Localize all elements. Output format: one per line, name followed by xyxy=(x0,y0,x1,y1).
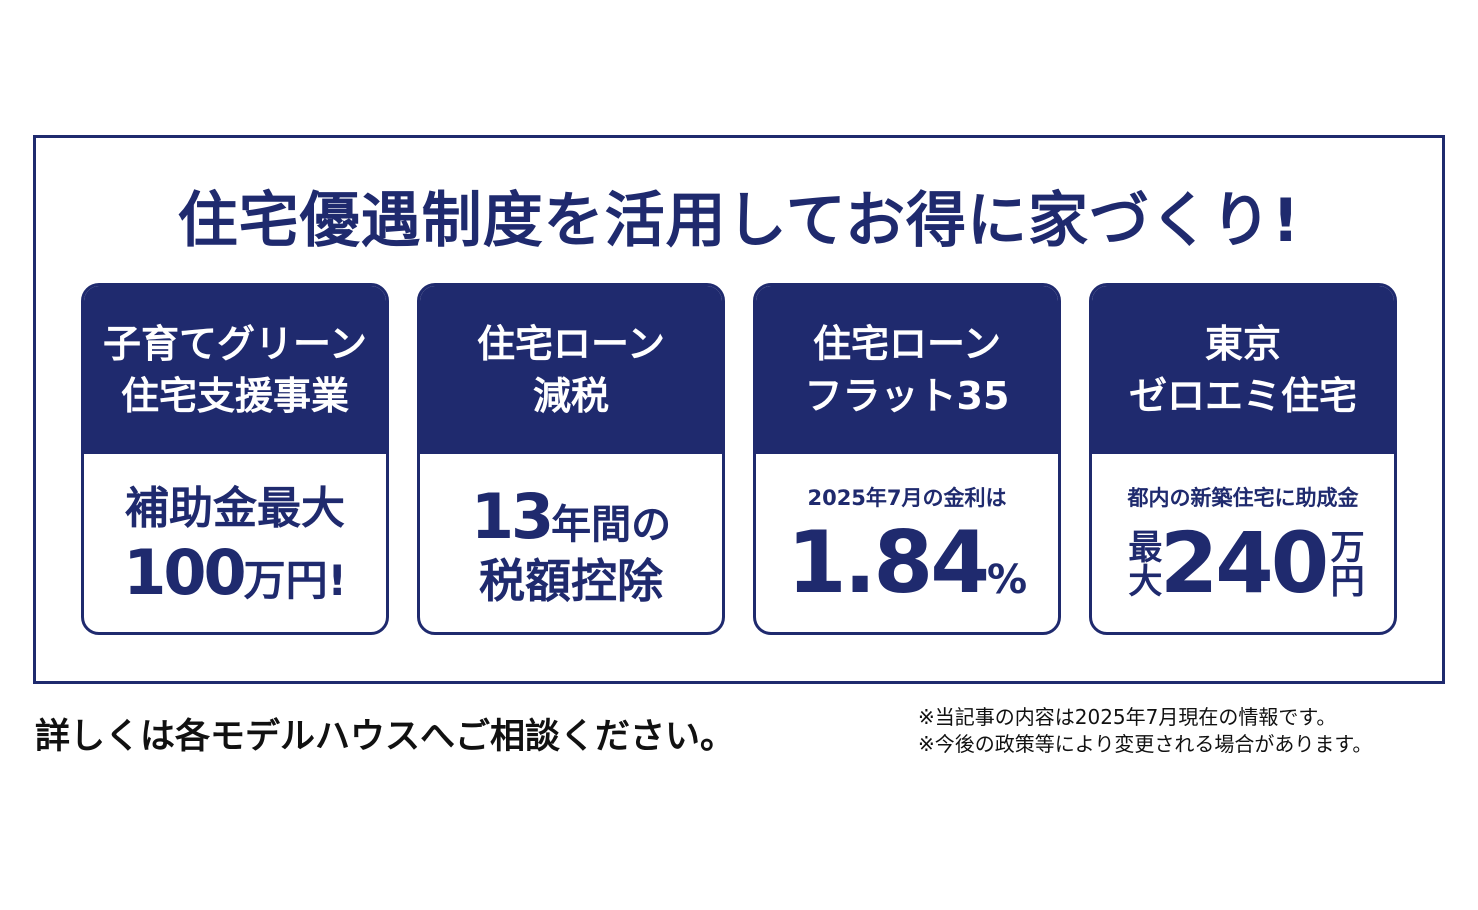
number: 13 xyxy=(470,479,554,553)
frame xyxy=(33,135,1445,684)
header-line: フラット35 xyxy=(804,374,1010,418)
card-header: 子育てグリーン 住宅支援事業 xyxy=(84,286,386,454)
unit: % xyxy=(987,556,1028,603)
card-header: 東京 ゼロエミ住宅 xyxy=(1092,286,1394,454)
title: 住宅優遇制度を活用してお得に家づくり! xyxy=(177,186,1301,256)
number: 1.84 xyxy=(786,512,990,613)
card: 子育てグリーン 住宅支援事業 補助金最大 100 万円! xyxy=(81,283,389,635)
header-line: 子育てグリーン xyxy=(102,322,368,366)
header-line: 住宅支援事業 xyxy=(120,374,349,418)
unit: 万円! xyxy=(243,555,347,605)
header-line: 東京 xyxy=(1204,322,1281,366)
card-header: 住宅ローンフラット35 xyxy=(756,286,1058,454)
card-header: 住宅ローン 減税 xyxy=(420,286,722,454)
card-body: 都内の新築住宅に助成金 最大 240 万円 xyxy=(1092,454,1394,632)
note: ※当記事の内容は2025年7月現在の情報です。 xyxy=(918,705,1337,729)
card: 住宅ローンフラット35 2025年7月の金利は 1.84% xyxy=(753,283,1061,635)
number: 100 xyxy=(123,535,246,609)
card-body: 補助金最大 100 万円! xyxy=(84,454,386,632)
card: 東京ゼロエミ住宅 都内の新築住宅に助成金 最大 240 万円 xyxy=(1089,283,1397,635)
prefix: 最大 xyxy=(1121,528,1162,597)
header-line: 減税 xyxy=(532,374,609,418)
notes: ※当記事の内容は2025年7月現在の情報です。 ※今後の政策等により変更される場合… xyxy=(918,704,1372,758)
number: 240 xyxy=(1159,513,1329,612)
unit: 万円 xyxy=(1324,528,1365,597)
header-line: 住宅ローン xyxy=(812,322,1002,366)
unit: 年間の xyxy=(551,501,672,548)
card-body: 2025年7月の金利は 1.84% xyxy=(756,454,1058,632)
card-body: 13 年間の 税額控除 xyxy=(420,454,722,632)
card: 住宅ローン減税 13 年間の 税額控除 xyxy=(417,283,725,635)
caption: 2025年7月の金利は xyxy=(807,485,1007,510)
header-line: ゼロエミ住宅 xyxy=(1128,374,1357,418)
note: ※今後の政策等により変更される場合があります。 xyxy=(918,732,1373,756)
call-to-action: 詳しくは各モデルハウスへご相談ください。 xyxy=(35,717,736,757)
caption: 都内の新築住宅に助成金 xyxy=(1127,485,1359,510)
body-line: 税額控除 xyxy=(479,553,663,608)
body-line: 補助金最大 xyxy=(125,482,345,534)
header-line: 住宅ローン xyxy=(476,322,666,366)
